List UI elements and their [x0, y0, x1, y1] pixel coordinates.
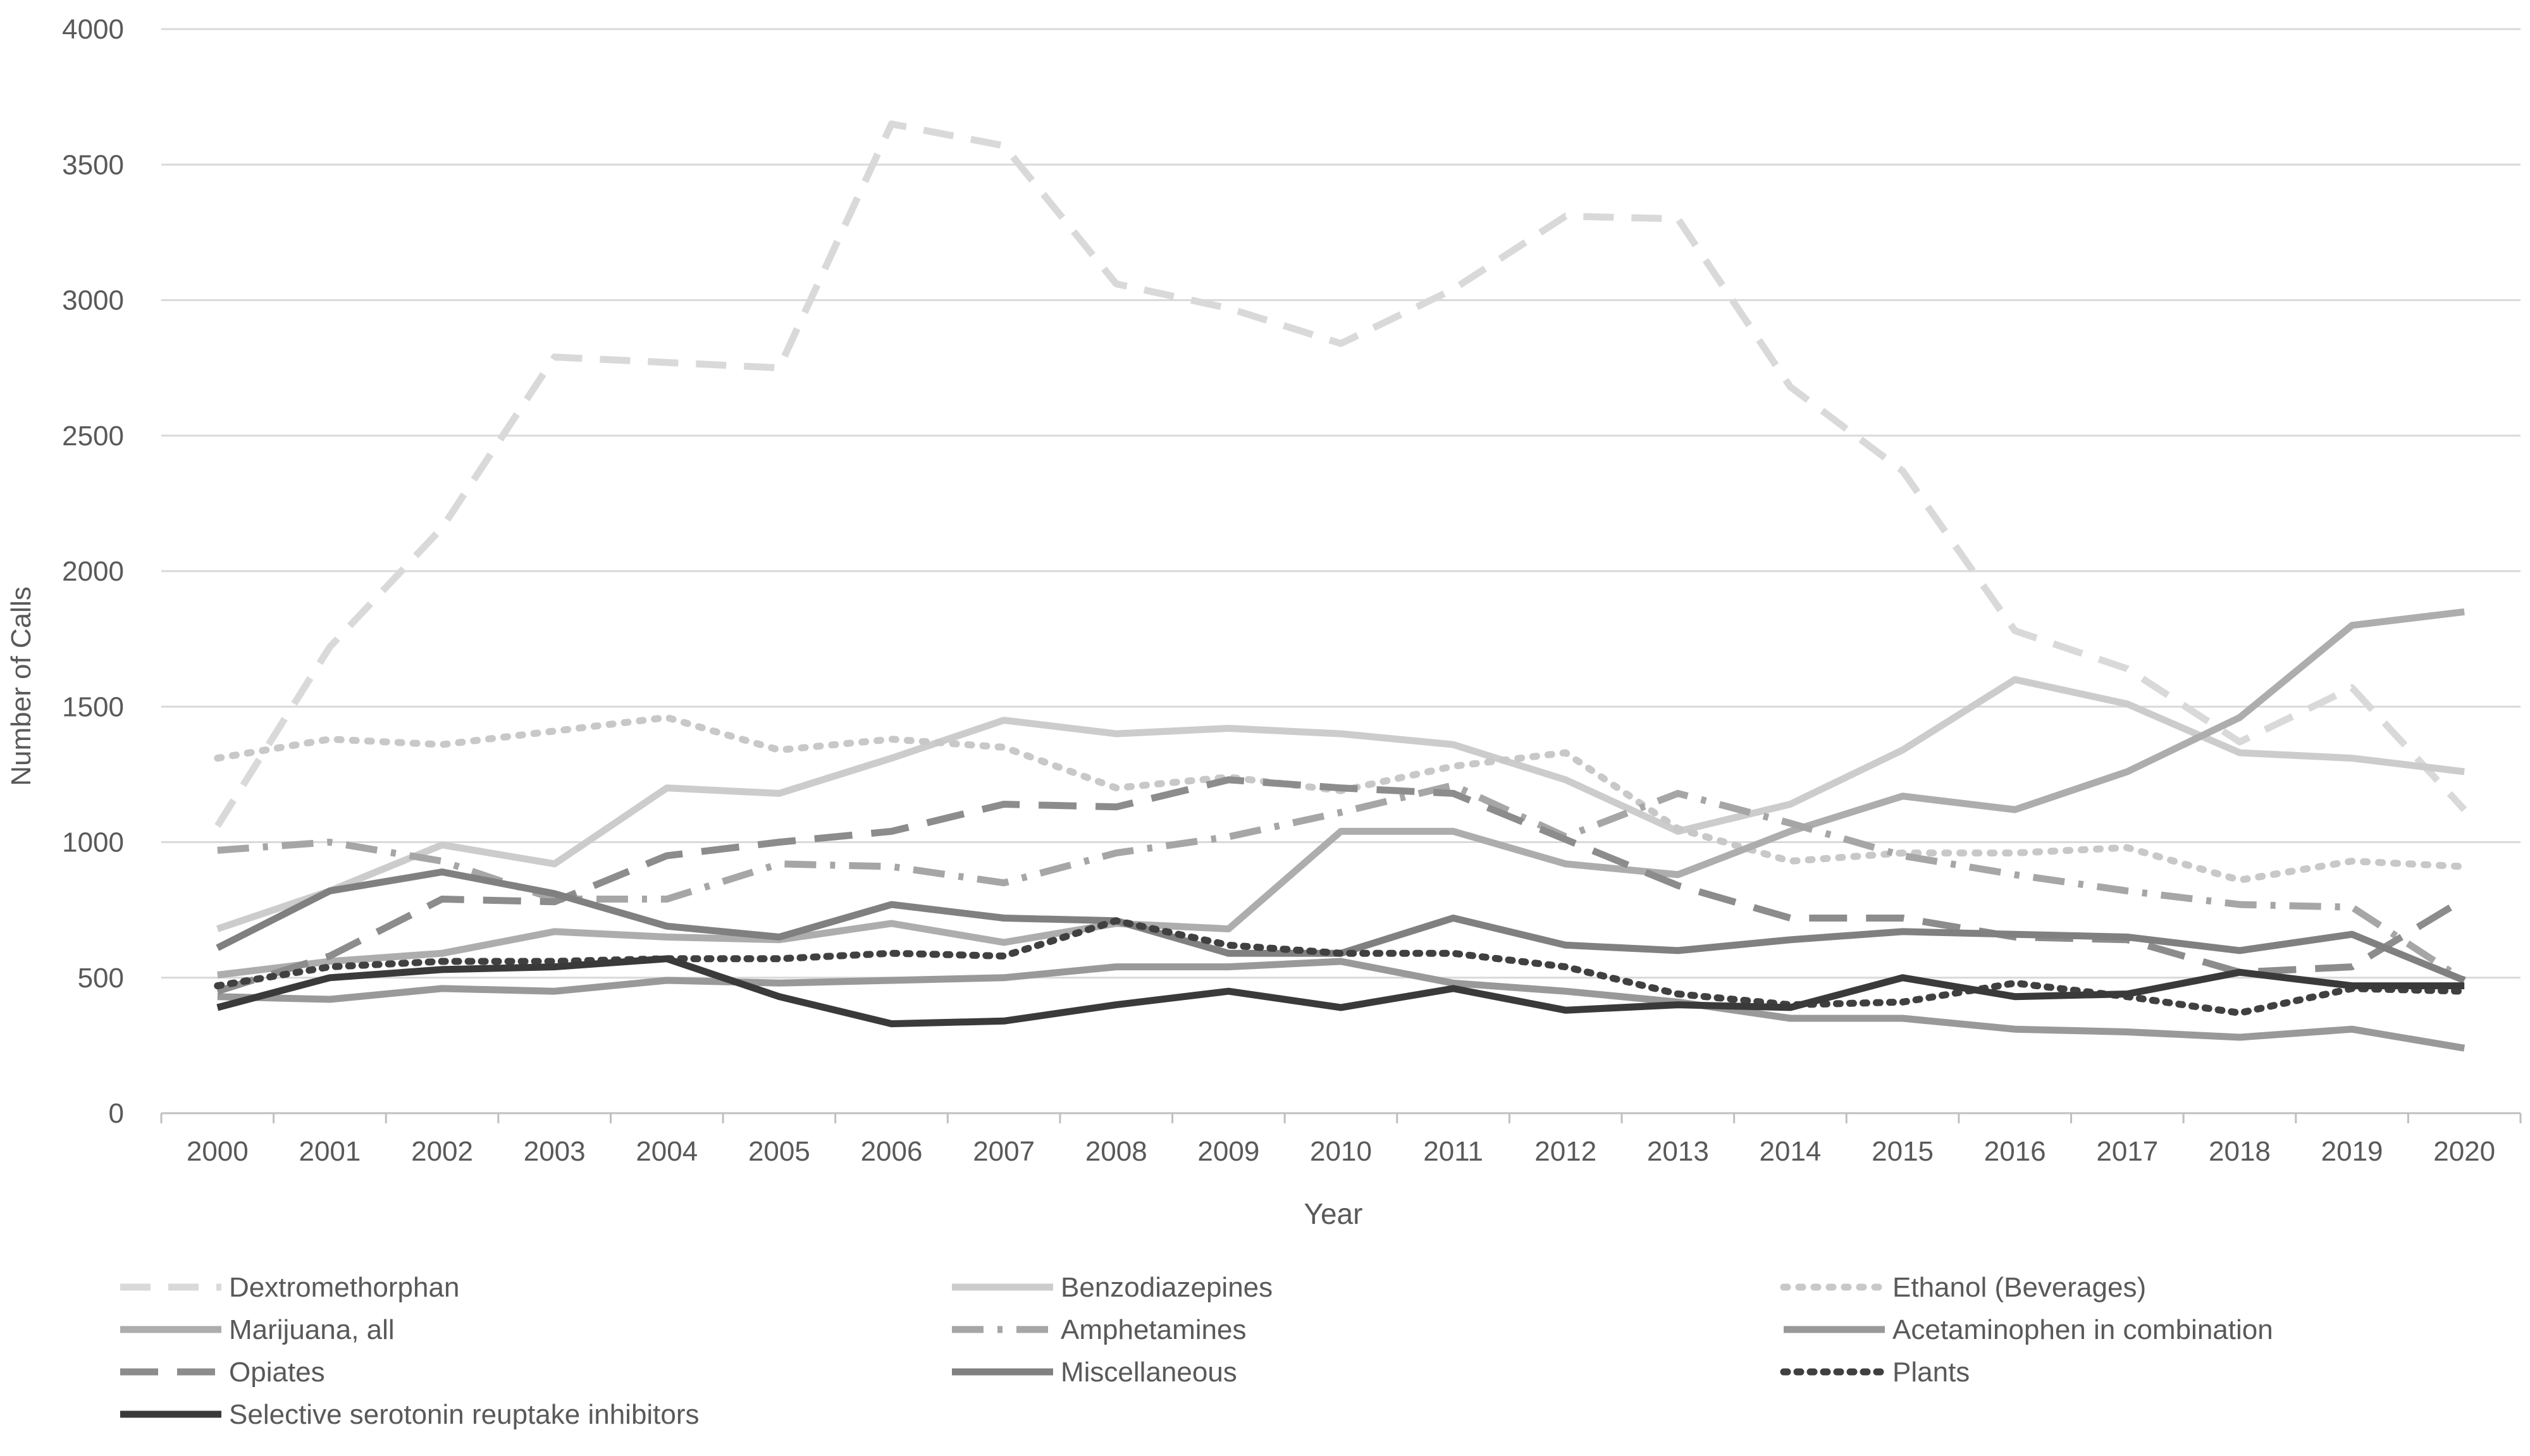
x-tick-label: 2014 [1760, 1136, 1822, 1167]
y-tick-label: 3000 [62, 285, 124, 316]
x-tick-label: 2016 [1984, 1136, 2046, 1167]
x-tick-label: 2001 [299, 1136, 361, 1167]
gridlines [161, 28, 2521, 1114]
series-line-marijuana-all [217, 608, 2465, 978]
legend-label: Acetaminophen in combination [1892, 1314, 2273, 1345]
x-tick-label: 2000 [187, 1136, 249, 1167]
x-tick-label: 2013 [1647, 1136, 1709, 1167]
y-tick-label: 3500 [62, 149, 124, 180]
x-tick-label: 2008 [1085, 1136, 1147, 1167]
legend-label: Selective serotonin reuptake inhibitors [229, 1399, 700, 1430]
series-line-benzodiazepines [216, 676, 2465, 932]
legend-label: Miscellaneous [1061, 1357, 1237, 1388]
series-lines [214, 120, 2468, 1052]
x-axis: 2000 2001 2002 2003 2004 2005 2006 2007 2008 2009… [160, 1112, 2522, 1167]
y-tick-label: 1500 [62, 691, 124, 722]
y-tick-label: 2000 [62, 556, 124, 587]
x-tick-label: 2012 [1534, 1136, 1596, 1167]
series-line-dextromethorphan [214, 120, 2467, 828]
x-tick-label: 2020 [2433, 1136, 2495, 1167]
legend-label: Dextromethorphan [229, 1272, 459, 1303]
y-tick-label: 2500 [62, 421, 124, 452]
series-line-selective-serotonin-reuptake-inhibitors [216, 955, 2465, 1028]
x-tick-label: 2010 [1310, 1136, 1372, 1167]
y-axis-title: Number of Calls [6, 586, 37, 786]
legend: Dextromethorphan Benzodiazepines Ethanol (… [120, 1272, 2273, 1430]
legend-label: Amphetamines [1061, 1314, 1246, 1345]
x-axis-title: Year [1304, 1197, 1363, 1230]
y-tick-label: 4000 [62, 14, 124, 45]
x-tick-label: 2018 [2209, 1136, 2271, 1167]
x-tick-label: 2002 [411, 1136, 473, 1167]
x-tick-label: 2005 [748, 1136, 810, 1167]
x-tick-label: 2017 [2096, 1136, 2158, 1167]
x-tick-label: 2015 [1872, 1136, 1934, 1167]
legend-label: Marijuana, all [229, 1314, 395, 1345]
y-tick-label: 1000 [62, 827, 124, 858]
legend-label: Ethanol (Beverages) [1892, 1272, 2146, 1303]
x-tick-label: 2004 [636, 1136, 698, 1167]
series-line-opiates [216, 776, 2467, 995]
x-tick-label: 2011 [1423, 1136, 1483, 1167]
x-tick-label: 2009 [1197, 1136, 1259, 1167]
x-tick-label: 2003 [524, 1136, 586, 1167]
y-tick-label: 500 [78, 963, 124, 994]
x-tick-label: 2007 [973, 1136, 1035, 1167]
x-tick-label: 2019 [2321, 1136, 2383, 1167]
y-tick-label: 0 [109, 1098, 124, 1129]
legend-label: Benzodiazepines [1061, 1272, 1273, 1303]
series-line-amphetamines [217, 782, 2467, 984]
y-axis: 0 500 1000 1500 2000 2500 3000 3500 4000 [62, 14, 124, 1129]
x-tick-label: 2006 [861, 1136, 923, 1167]
series-line-acetaminophen-in-combination [217, 958, 2465, 1052]
legend-label: Opiates [229, 1357, 325, 1388]
legend-label: Plants [1892, 1357, 1970, 1388]
